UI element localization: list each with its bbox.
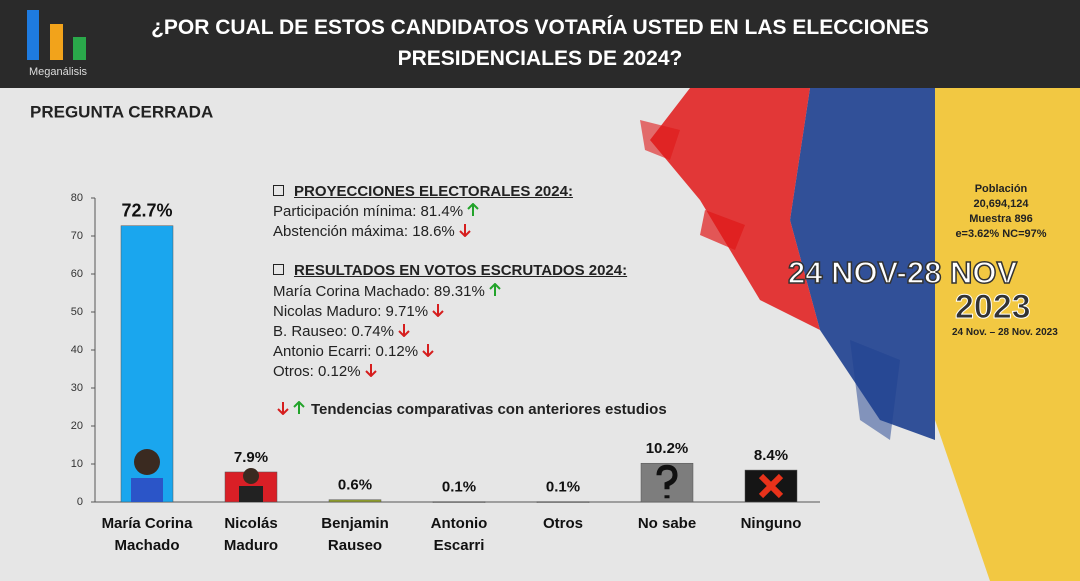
chart-title: ¿POR CUAL DE ESTOS CANDIDATOS VOTARÍA US… (151, 16, 929, 70)
sample-line: 20,694,124 (973, 198, 1029, 210)
y-tick-label: 80 (71, 192, 83, 204)
x-tick-label: Nicolás Maduro (223, 515, 279, 554)
note-text: PROYECCIONES ELECTORALES 2024: (294, 183, 573, 200)
bar (536, 501, 590, 503)
note-heading: PROYECCIONES ELECTORALES 2024: (273, 183, 573, 200)
trend-arrow (293, 401, 305, 414)
sample-box: Población 20,694,124 Muestra 896 e=3.62% NC… (940, 182, 1062, 242)
trend-arrow (364, 364, 377, 377)
x-tick-label: Benjamin Rauseo (321, 515, 389, 554)
note-text: Antonio Ecarri: 0.12% (273, 343, 419, 360)
x-tick-label: Ninguno (740, 515, 802, 532)
value-label: 0.1% (546, 479, 580, 496)
sample-line: Población (974, 183, 1028, 195)
note-text: Nicolas Maduro: 9.71% (273, 303, 429, 320)
note-heading: RESULTADOS EN VOTOS ESCRUTADOS 2024: (273, 262, 627, 279)
trend-arrow (432, 304, 444, 317)
note-text: Otros: 0.12% (273, 363, 361, 380)
date-year: 2023 (955, 288, 1032, 327)
y-tick-label: 40 (71, 344, 83, 356)
note-text: María Corina Machado: 89.31% (273, 283, 485, 300)
bar (328, 499, 382, 503)
value-label: 10.2% (646, 440, 689, 457)
header-bar (0, 0, 1080, 88)
x-tick-label: María Corina Machado (101, 515, 193, 554)
trend-arrow (277, 402, 289, 415)
y-tick-label: 10 (71, 458, 83, 470)
note-line: María Corina Machado: 89.31% (273, 283, 501, 300)
x-tick-label: No sabe (637, 515, 697, 532)
sample-line: Muestra 896 (969, 213, 1033, 225)
value-label: 72.7% (121, 200, 172, 220)
y-tick-label: 20 (71, 420, 83, 432)
y-tick-label: 0 (77, 496, 83, 508)
trend-arrow (398, 324, 410, 337)
note-text: RESULTADOS EN VOTOS ESCRUTADOS 2024: (294, 262, 628, 279)
value-label: 0.6% (338, 477, 372, 494)
trend-arrow (489, 283, 501, 296)
value-label: 7.9% (234, 449, 268, 466)
note-text: B. Rauseo: 0.74% (273, 323, 394, 340)
note-line: Nicolas Maduro: 9.71% (273, 303, 444, 320)
x-tick-label: Antonio Escarri (430, 515, 488, 554)
trend-arrow (459, 224, 471, 237)
note-text: Participación mínima: 81.4% (273, 203, 464, 220)
bar (432, 501, 486, 503)
value-label: 0.1% (442, 479, 476, 496)
sample-line: e=3.62% NC=97% (955, 228, 1047, 240)
value-label: 8.4% (754, 447, 788, 464)
y-tick-label: 30 (71, 382, 83, 394)
note-line: Abstención máxima: 18.6% (273, 223, 471, 240)
candidate-photo (131, 478, 163, 502)
note-line: B. Rauseo: 0.74% (273, 323, 410, 340)
note-line: Otros: 0.12% (273, 363, 377, 380)
y-tick-label: 50 (71, 306, 83, 318)
note-line: Antonio Ecarri: 0.12% (273, 343, 434, 360)
y-tick-label: 70 (71, 230, 83, 242)
note-text: Abstención máxima: 18.6% (273, 223, 455, 240)
question-icon (656, 464, 678, 499)
x-icon (758, 473, 784, 499)
trend-arrow (467, 203, 479, 216)
logo (27, 10, 86, 60)
trend-legend: Tendencias comparativas con anteriores e… (273, 401, 667, 418)
x-tick-label: Otros (542, 515, 583, 532)
flag-decoration (640, 88, 1080, 581)
candidate-photo (239, 486, 263, 502)
note-line: Participación mínima: 81.4% (273, 203, 479, 220)
date-big: 24 NOV-28 NOV (787, 254, 1018, 291)
candidate-photo (243, 468, 259, 484)
date-small: 24 Nov. – 28 Nov. 2023 (952, 327, 1058, 338)
note-text: Tendencias comparativas con anteriores e… (311, 401, 667, 418)
y-tick-label: 60 (71, 268, 83, 280)
bar (744, 469, 798, 503)
brand: Meganálisis (29, 66, 88, 78)
trend-arrow (422, 344, 434, 357)
subtitle: PREGUNTA CERRADA (30, 102, 213, 121)
candidate-photo (134, 449, 160, 475)
